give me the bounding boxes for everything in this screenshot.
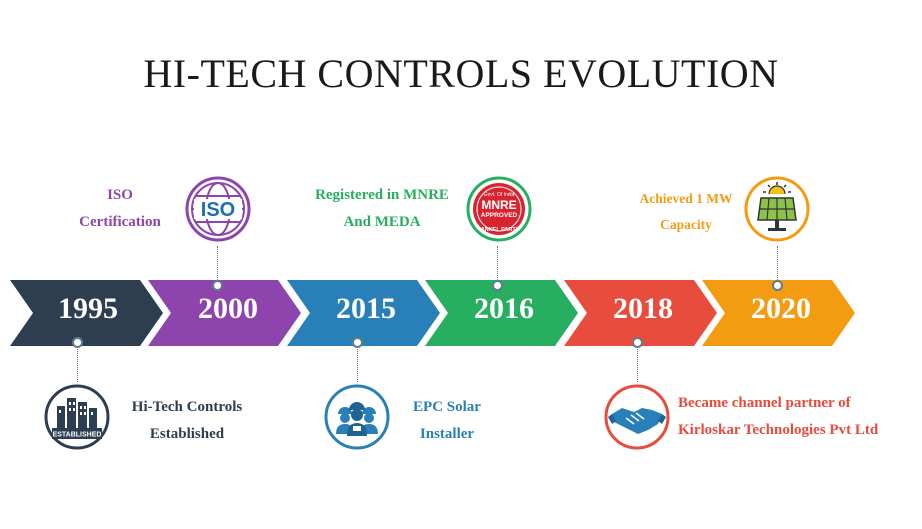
event-label-2020: Achieved 1 MW Capacity (624, 186, 748, 238)
chevron-1995 (10, 280, 163, 346)
year-1995: 1995 (58, 292, 118, 325)
mnre-seal-govt-text: Govt. Of India (484, 192, 515, 198)
event-2000-line1: ISO (107, 187, 133, 203)
chevron-2000 (148, 280, 301, 346)
connector-dot-1995 (72, 337, 83, 348)
event-2015-line2: Installer (419, 426, 475, 442)
connector-2018 (637, 344, 638, 382)
connector-dot-2015 (352, 337, 363, 348)
connector-1995 (77, 344, 78, 382)
established-building-icon: ESTABLISHED (44, 384, 110, 450)
event-2018-line1: Became channel partner of (678, 395, 851, 411)
year-2015: 2015 (336, 292, 396, 325)
event-2016-line2: And MEDA (343, 214, 421, 230)
connector-2020 (777, 246, 778, 282)
established-badge-text: ESTABLISHED (53, 432, 102, 439)
mnre-seal-main-text: MNRE (481, 198, 516, 212)
connector-2016 (497, 246, 498, 282)
workers-icon (324, 384, 390, 450)
event-label-2000: ISO Certification (50, 182, 190, 236)
iso-badge-text: ISO (201, 199, 235, 221)
page-title: HI-TECH CONTROLS EVOLUTION (143, 51, 779, 96)
mnre-seal-bottom-text: ANNEL PARTI (481, 227, 518, 233)
chevron-2015 (287, 280, 440, 346)
connector-dot-2018 (632, 337, 643, 348)
mnre-seal-sub-text: APPROVED (481, 212, 518, 219)
event-2015-line1: EPC Solar (413, 399, 481, 415)
chevron-2018 (564, 280, 717, 346)
year-2016: 2016 (474, 292, 534, 325)
handshake-icon (604, 384, 670, 450)
event-2000-line2: Certification (79, 214, 161, 230)
solar-panel-icon (744, 176, 810, 242)
event-label-1995: Hi-Tech Controls Established (112, 394, 262, 448)
event-2020-line1: Achieved 1 MW (639, 191, 733, 206)
year-2020: 2020 (751, 292, 811, 325)
connector-2000 (217, 246, 218, 282)
timeline-arrows (10, 280, 855, 346)
event-label-2018: Became channel partner of Kirloskar Tech… (678, 390, 918, 444)
chevron-2016 (425, 280, 578, 346)
event-1995-line1: Hi-Tech Controls (131, 399, 243, 415)
connector-2015 (357, 344, 358, 382)
event-label-2015: EPC Solar Installer (392, 394, 502, 448)
event-label-2016: Registered in MNRE And MEDA (302, 182, 462, 236)
year-2000: 2000 (198, 292, 258, 325)
connector-dot-2000 (212, 280, 223, 291)
event-1995-line2: Established (149, 426, 225, 442)
mnre-approved-seal-icon: Govt. Of India MNRE APPROVED ANNEL PARTI (466, 176, 532, 242)
year-2018: 2018 (613, 292, 673, 325)
event-2018-line2: Kirloskar Technologies Pvt Ltd (678, 422, 879, 438)
event-2020-line2: Capacity (660, 217, 712, 232)
connector-dot-2016 (492, 280, 503, 291)
connector-dot-2020 (772, 280, 783, 291)
chevron-2020 (702, 280, 855, 346)
event-2016-line1: Registered in MNRE (315, 187, 449, 203)
iso-globe-icon: ISO (185, 176, 251, 242)
